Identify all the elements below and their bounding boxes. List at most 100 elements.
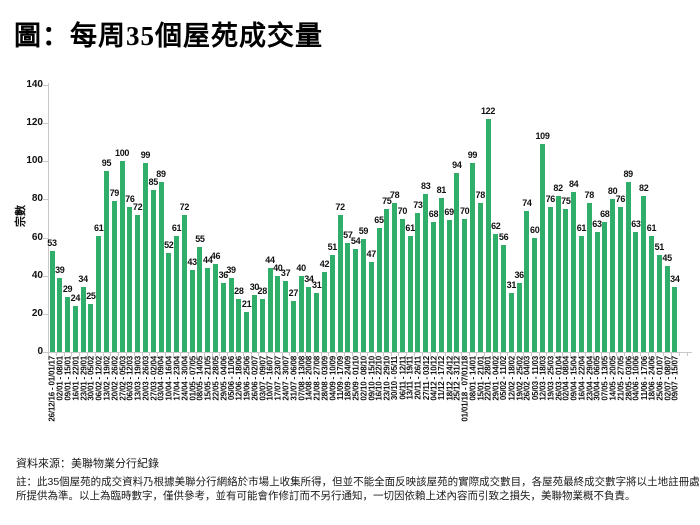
y-axis-tick-label: 40 [31,269,43,281]
source-note: 資料來源：美聯物業分行紀錄 [16,458,159,470]
bar-value-label: 52 [164,239,174,250]
y-axis-line [48,83,49,353]
bar-value-label: 27 [288,287,299,298]
bar-value-label: 76 [615,194,626,205]
bar [462,218,468,352]
bar [454,172,460,352]
y-axis-tick [43,237,48,239]
bar-value-label: 28 [257,285,268,296]
x-axis-tick [593,353,595,356]
bar-value-label: 47 [366,249,377,260]
bar [197,247,203,352]
y-axis-tick [43,123,48,125]
x-axis-tick [133,353,135,356]
bar-value-label: 45 [662,253,672,264]
x-axis-tick [608,353,610,356]
bar-value-label: 61 [576,222,587,233]
bar [610,199,616,352]
bar-value-label: 56 [498,232,509,243]
x-axis-label: 09/07 - 15/07 [670,356,680,401]
bar [578,235,584,352]
x-axis-tick [172,353,174,356]
bar-value-label: 109 [535,131,550,142]
bar [407,235,413,352]
bar [641,195,647,352]
bar [142,163,148,352]
bar [189,269,195,352]
bar-value-label: 63 [592,218,602,229]
x-axis-tick [305,353,307,356]
bar-value-label: 43 [187,256,197,267]
x-axis-tick [421,353,423,356]
bar-value-label: 89 [623,169,633,180]
y-axis-tick-label: 100 [26,155,43,167]
x-axis-tick [585,353,587,356]
bar [563,208,569,352]
bar-value-label: 36 [218,270,229,281]
x-axis-tick [554,353,556,356]
x-axis-tick [164,353,166,356]
x-axis-tick [266,353,268,356]
bar-value-label: 68 [428,209,439,220]
bar [290,300,296,352]
bar-value-label: 99 [467,150,478,161]
x-axis-tick [359,353,361,356]
bar [104,170,109,352]
x-axis-tick [196,353,198,356]
bar-value-label: 53 [47,237,57,248]
x-axis-tick [71,353,73,356]
x-axis-tick [484,353,486,356]
bar-value-label: 100 [115,148,130,159]
x-axis-tick [312,353,314,356]
x-axis-tick [157,353,159,356]
bar [353,249,359,352]
x-axis-tick [63,353,65,356]
bar-value-label: 83 [421,180,431,191]
bar-value-label: 70 [459,205,470,216]
bar [80,287,86,352]
bar-value-label: 72 [132,201,143,212]
bar [368,262,374,352]
bar-value-label: 99 [140,150,151,161]
bar-value-label: 78 [389,190,400,201]
bar [251,294,257,352]
x-axis-tick [55,353,57,356]
y-axis-tick-label: 60 [31,231,43,243]
bar-value-label: 51 [654,241,665,252]
bar-value-label: 54 [350,236,361,246]
x-axis-tick [367,353,369,356]
bar [485,119,491,352]
bar-value-label: 68 [600,209,610,220]
bar-value-label: 37 [280,268,291,279]
bar [228,277,234,352]
bar [72,306,78,352]
bar-value-label: 31 [312,279,322,290]
bar [166,252,172,352]
bar-value-label: 78 [475,190,486,201]
bar [540,144,546,352]
x-axis-tick [258,353,260,356]
bar [469,163,475,352]
x-axis-tick [87,353,89,356]
bar-value-label: 61 [171,222,182,233]
bar [524,210,530,352]
x-axis-tick [289,353,291,356]
bar [275,275,281,352]
bar [88,304,94,352]
bar-value-label: 24 [70,293,81,304]
bar [283,281,289,352]
x-axis-tick [437,353,439,356]
bar-value-label: 34 [304,274,314,285]
bar-value-label: 34 [78,274,88,285]
bar [65,296,71,352]
bar-value-label: 62 [491,220,501,231]
x-axis-tick [125,353,127,356]
bar-value-label: 46 [210,251,221,262]
x-axis-tick [79,353,81,356]
bar-value-label: 73 [413,199,423,210]
bar [267,268,273,352]
x-axis-tick [655,353,657,356]
x-axis-tick [234,353,236,356]
x-axis-tick [320,353,322,356]
bar [516,283,522,352]
